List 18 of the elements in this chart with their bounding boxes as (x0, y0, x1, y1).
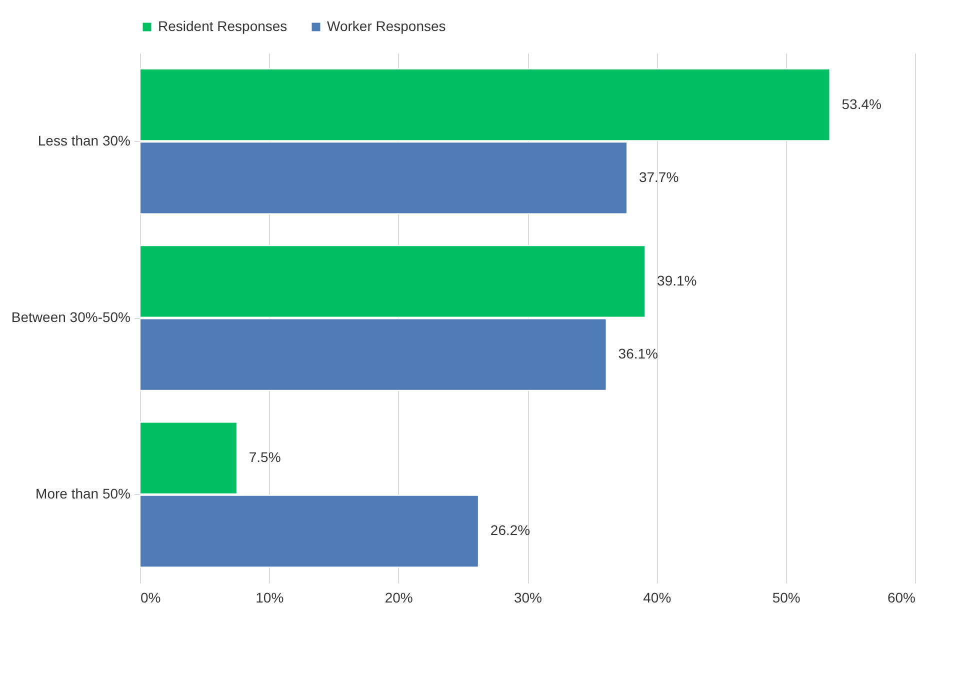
data-label: 53.4% (842, 96, 882, 112)
legend-label: Worker Responses (327, 18, 446, 34)
y-tick-label: Between 30%-50% (11, 309, 130, 325)
y-tick-label: More than 50% (36, 486, 130, 502)
data-label: 37.7% (638, 168, 679, 185)
x-tick-label: 60% (887, 590, 916, 606)
data-label: 26.2% (490, 522, 530, 538)
data-label: 39.1% (657, 272, 697, 288)
y-tick-label: Less than 30% (38, 132, 130, 148)
x-tick-label: 30% (514, 590, 542, 606)
x-tick-label: 10% (256, 590, 284, 606)
legend-label: Resident Responses (158, 18, 288, 34)
data-label: 36.1% (618, 346, 658, 362)
x-tick-label: 0% (140, 590, 161, 606)
x-tick-label: 20% (384, 590, 413, 606)
x-tick-label: 50% (772, 590, 800, 606)
x-tick-label: 40% (643, 590, 672, 606)
data-label: 7.5% (248, 449, 281, 466)
